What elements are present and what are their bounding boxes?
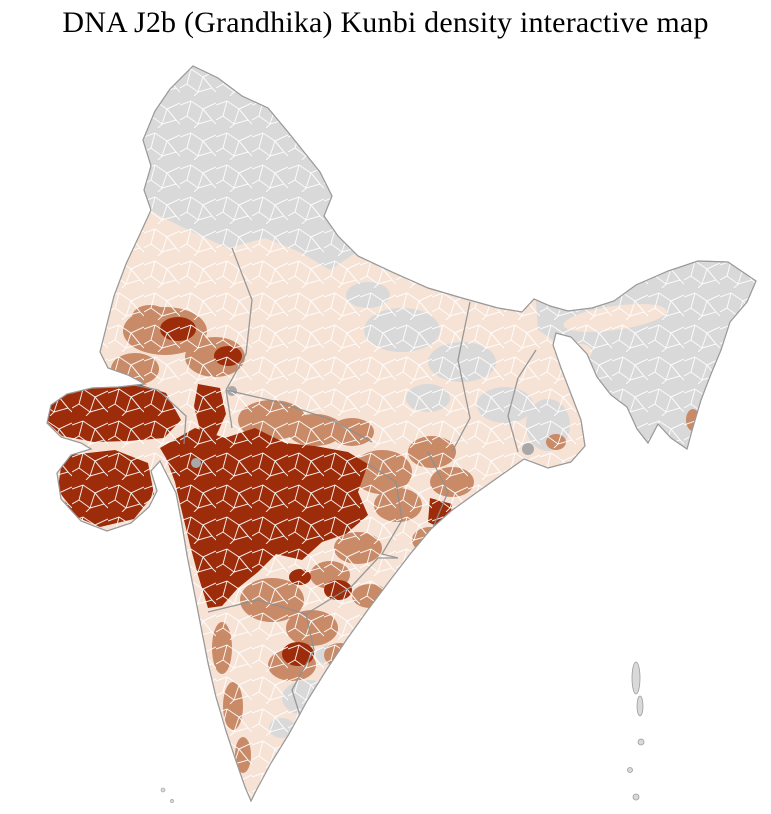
island[interactable] <box>636 695 644 717</box>
island[interactable] <box>627 767 633 773</box>
page-title: DNA J2b (Grandhika) Kunbi density intera… <box>62 6 709 39</box>
island[interactable] <box>631 661 641 695</box>
island[interactable] <box>170 799 174 803</box>
district-borders-mesh <box>47 66 756 801</box>
island[interactable] <box>160 787 166 793</box>
state-borders <box>99 247 537 723</box>
india-outline <box>46 65 757 803</box>
andaman-nicobar-islands[interactable] <box>627 661 645 801</box>
lakshadweep-islands[interactable] <box>160 787 174 803</box>
island[interactable] <box>637 738 645 746</box>
high-density-patch[interactable] <box>280 757 294 769</box>
island[interactable] <box>632 793 640 801</box>
